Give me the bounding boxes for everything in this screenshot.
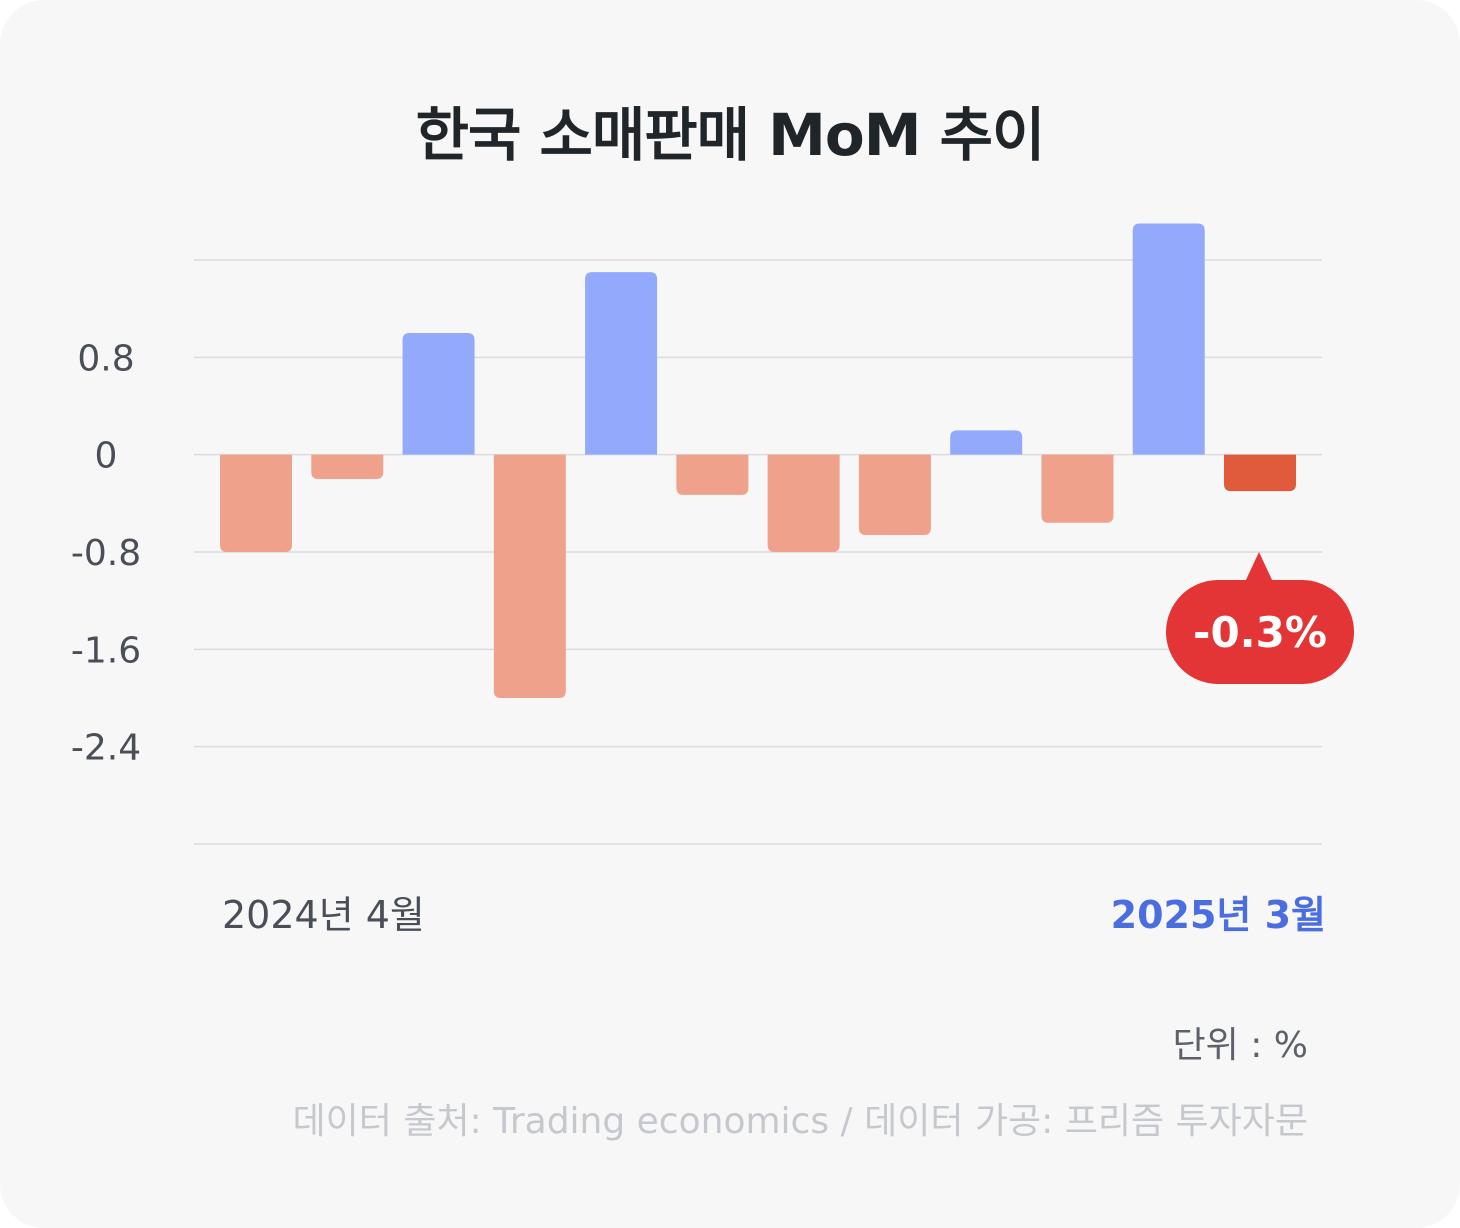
bar	[220, 454, 292, 552]
bar-latest	[1224, 454, 1296, 492]
y-tick-label: 0	[95, 436, 118, 477]
bar	[676, 454, 749, 495]
y-tick-label: -0.8	[71, 533, 141, 574]
bar	[858, 454, 931, 535]
source-credit: 데이터 출처: Trading economics / 데이터 가공: 프리즘 …	[292, 1101, 1308, 1142]
y-tick-label: -1.6	[71, 630, 141, 671]
bar	[767, 454, 840, 552]
bar	[402, 333, 475, 455]
x-axis-start-label: 2024년 4월	[222, 893, 425, 937]
chart-title: 한국 소매판매 MoM 추이	[415, 101, 1046, 169]
x-axis-end-label: 2025년 3월	[1110, 893, 1326, 937]
bar	[311, 454, 384, 479]
y-tick-label: -2.4	[71, 728, 141, 769]
bar	[493, 454, 566, 698]
bar	[585, 272, 658, 455]
y-tick-label: 0.8	[77, 338, 134, 379]
callout-pointer	[1245, 552, 1273, 582]
latest-value-callout: -0.3%	[1166, 580, 1354, 684]
unit-label: 단위 : %	[1172, 1025, 1308, 1066]
bar	[1132, 223, 1205, 455]
bar	[1041, 454, 1114, 523]
bar	[950, 430, 1023, 455]
